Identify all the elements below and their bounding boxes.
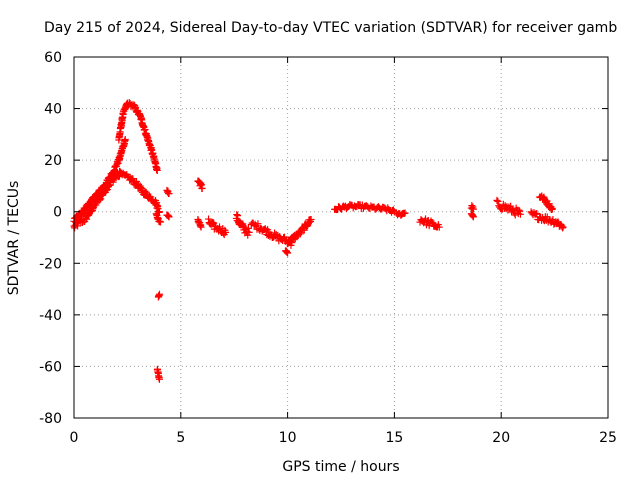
x-tick-label: 10 xyxy=(279,430,297,446)
data-point-marker xyxy=(165,190,173,198)
data-point-marker xyxy=(222,228,230,236)
data-point-marker xyxy=(401,209,409,217)
chart-title: Day 215 of 2024, Sidereal Day-to-day VTE… xyxy=(44,20,617,36)
data-point-marker xyxy=(469,213,477,221)
data-point-marker xyxy=(145,192,153,200)
data-point-marker xyxy=(515,206,523,214)
data-point-marker xyxy=(153,166,161,174)
x-axis-label: GPS time / hours xyxy=(282,459,399,475)
y-tick-label: -40 xyxy=(39,308,62,324)
data-point-marker xyxy=(516,210,524,218)
x-tick-label: 0 xyxy=(70,430,79,446)
data-point-marker xyxy=(157,218,165,226)
data-point-marker xyxy=(147,193,155,201)
data-point-marker xyxy=(508,205,516,213)
y-tick-label: -80 xyxy=(39,411,62,427)
data-point-marker xyxy=(559,223,567,231)
data-points xyxy=(70,99,567,383)
data-point-marker xyxy=(254,220,262,228)
axis-ticks: 0 5 10 15 20 25 -80 -60 -40 -20 0 20 40 60 xyxy=(39,50,617,446)
data-point-marker xyxy=(533,209,541,217)
data-point-marker xyxy=(233,211,241,219)
plot-frame xyxy=(73,56,609,419)
data-point-marker xyxy=(469,205,477,213)
grid xyxy=(74,57,608,418)
y-tick-label: 20 xyxy=(44,153,62,169)
data-point-marker xyxy=(155,290,163,298)
data-point-marker xyxy=(272,231,280,239)
data-point-marker xyxy=(511,211,519,219)
y-tick-label: 40 xyxy=(44,102,62,118)
data-point-marker xyxy=(516,207,524,215)
data-point-marker xyxy=(307,215,315,223)
data-point-marker xyxy=(559,224,567,232)
x-tick-label: 5 xyxy=(176,430,185,446)
data-point-marker xyxy=(197,223,205,231)
data-point-marker xyxy=(429,219,437,227)
data-point-marker xyxy=(142,188,150,196)
data-point-marker xyxy=(558,222,566,230)
y-tick-label: 0 xyxy=(53,205,62,221)
data-point-marker xyxy=(216,223,224,231)
data-point-marker xyxy=(435,223,443,231)
data-point-marker xyxy=(262,227,270,235)
data-point-marker xyxy=(244,224,252,232)
x-tick-label: 25 xyxy=(599,430,617,446)
data-point-marker xyxy=(548,205,556,213)
y-tick-label: 60 xyxy=(44,50,62,66)
data-point-marker xyxy=(198,185,206,193)
data-point-marker xyxy=(284,249,292,257)
data-point-marker xyxy=(493,196,501,204)
data-point-marker xyxy=(155,375,163,383)
y-axis-label: SDTVAR / TECUs xyxy=(6,181,22,296)
data-point-marker xyxy=(494,197,502,205)
x-tick-label: 20 xyxy=(492,430,510,446)
y-tick-label: -60 xyxy=(39,359,62,375)
data-point-marker xyxy=(165,213,173,221)
data-point-marker xyxy=(245,228,253,236)
data-point-marker xyxy=(121,136,129,144)
y-tick-label: -20 xyxy=(39,256,62,272)
x-tick-label: 15 xyxy=(385,430,403,446)
